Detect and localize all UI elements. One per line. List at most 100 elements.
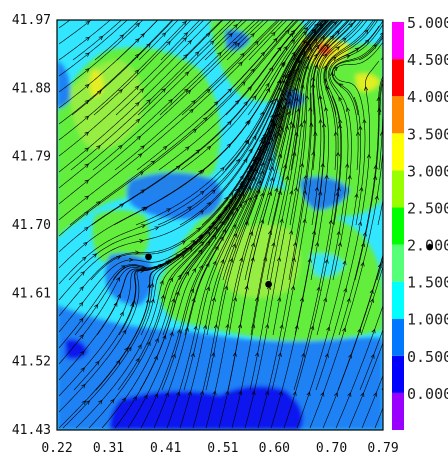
streamline-arrow xyxy=(357,328,362,333)
streamline xyxy=(160,20,201,61)
streamline xyxy=(117,96,283,391)
y-tick-label: 41.79 xyxy=(12,150,51,165)
colorbar-label: 5.000 xyxy=(407,14,448,32)
streamline xyxy=(271,55,323,391)
streamline-arrow xyxy=(316,286,321,292)
streamline-arrow xyxy=(162,145,168,151)
streamline-arrow xyxy=(143,394,148,400)
streamline-arrow xyxy=(160,294,165,300)
streamline xyxy=(331,32,383,171)
streamline-arrow xyxy=(334,392,338,397)
streamline-arrow xyxy=(182,37,187,42)
streamline-arrow xyxy=(190,288,195,293)
streamline-arrow xyxy=(140,145,145,150)
y-tick-label: 41.70 xyxy=(12,218,51,233)
streamline xyxy=(244,20,336,281)
streamline-arrow xyxy=(335,46,341,51)
streamline-arrow xyxy=(269,166,274,171)
streamline-arrow xyxy=(342,327,347,333)
streamline xyxy=(222,20,333,281)
streamline-arrow xyxy=(203,324,208,330)
streamline-arrow xyxy=(273,37,278,43)
streamline-arrow xyxy=(146,341,151,346)
streamline-arrow xyxy=(139,239,144,244)
streamline-arrow xyxy=(259,144,264,150)
streamline-arrow xyxy=(180,253,186,259)
streamline-arrow xyxy=(289,32,294,38)
streamline-arrow xyxy=(232,243,236,249)
streamline-arrow xyxy=(84,99,90,105)
streamline-arrow xyxy=(187,206,192,211)
streamline-arrow xyxy=(248,148,253,153)
streamline-arrow xyxy=(346,107,351,112)
streamline xyxy=(360,265,383,336)
streamline-arrow xyxy=(81,383,86,389)
streamline-arrow xyxy=(198,170,203,175)
streamline-arrow xyxy=(268,230,273,235)
streamline xyxy=(159,20,260,116)
streamline-arrow xyxy=(322,53,328,59)
streamline-arrow xyxy=(199,210,205,215)
streamline xyxy=(93,20,192,116)
streamline-arrow xyxy=(84,179,90,184)
streamline xyxy=(270,20,305,61)
streamline-arrow xyxy=(206,145,212,151)
streamline-arrow xyxy=(362,231,367,237)
streamline-arrow xyxy=(212,390,217,396)
streamline-arrow xyxy=(301,352,306,358)
streamline-arrow xyxy=(315,44,320,50)
streamline-arrow xyxy=(302,218,307,224)
streamline-arrow xyxy=(184,71,190,76)
streamline-arrow xyxy=(224,285,229,291)
streamline xyxy=(71,20,174,116)
streamline-arrow xyxy=(94,303,99,309)
streamline-arrow xyxy=(336,186,341,192)
streamline-arrow xyxy=(110,398,115,404)
streamline-arrow xyxy=(277,86,282,92)
streamline xyxy=(182,20,224,61)
streamline xyxy=(268,20,334,171)
streamline-arrow xyxy=(249,230,254,236)
streamline-arrow xyxy=(335,191,340,197)
streamline-arrow xyxy=(332,56,337,61)
streamline-arrow xyxy=(246,119,251,124)
streamline xyxy=(361,374,383,429)
streamline-arrow xyxy=(364,39,370,44)
streamline-arrow xyxy=(311,76,316,81)
streamline xyxy=(156,20,328,281)
streamline-arrow xyxy=(127,346,132,352)
streamline xyxy=(72,20,122,61)
x-tick-label: 0.70 xyxy=(316,441,347,456)
colorbar-label: 4.000 xyxy=(407,88,448,106)
streamline-arrow xyxy=(239,257,244,262)
streamline xyxy=(359,328,383,391)
streamline-arrow xyxy=(291,123,296,129)
streamline-arrow xyxy=(315,241,320,247)
streamline xyxy=(88,141,266,429)
streamline xyxy=(192,101,288,429)
streamline xyxy=(294,20,364,336)
streamline-arrow xyxy=(85,68,90,73)
streamline-arrow xyxy=(359,186,364,192)
streamline-arrow xyxy=(238,390,243,396)
streamline-arrow xyxy=(84,83,90,89)
streamline xyxy=(58,100,281,333)
streamline-arrow xyxy=(199,390,204,396)
streamline-arrow xyxy=(361,242,366,247)
streamline xyxy=(289,20,349,226)
streamline-arrow xyxy=(116,255,122,260)
streamline-arrow xyxy=(358,221,363,226)
streamline-arrow xyxy=(224,196,229,202)
streamline-arrow xyxy=(233,296,238,302)
streamline-arrow xyxy=(98,35,104,41)
streamline-arrow xyxy=(338,118,343,124)
streamline xyxy=(202,20,318,171)
streamline-arrow xyxy=(335,151,341,157)
streamline-arrow xyxy=(366,153,371,159)
streamline xyxy=(75,149,262,429)
streamline-arrow xyxy=(84,226,89,232)
streamlines xyxy=(58,20,383,429)
streamline-arrow xyxy=(175,290,180,296)
streamline-arrow xyxy=(290,29,296,35)
streamline xyxy=(293,58,339,391)
